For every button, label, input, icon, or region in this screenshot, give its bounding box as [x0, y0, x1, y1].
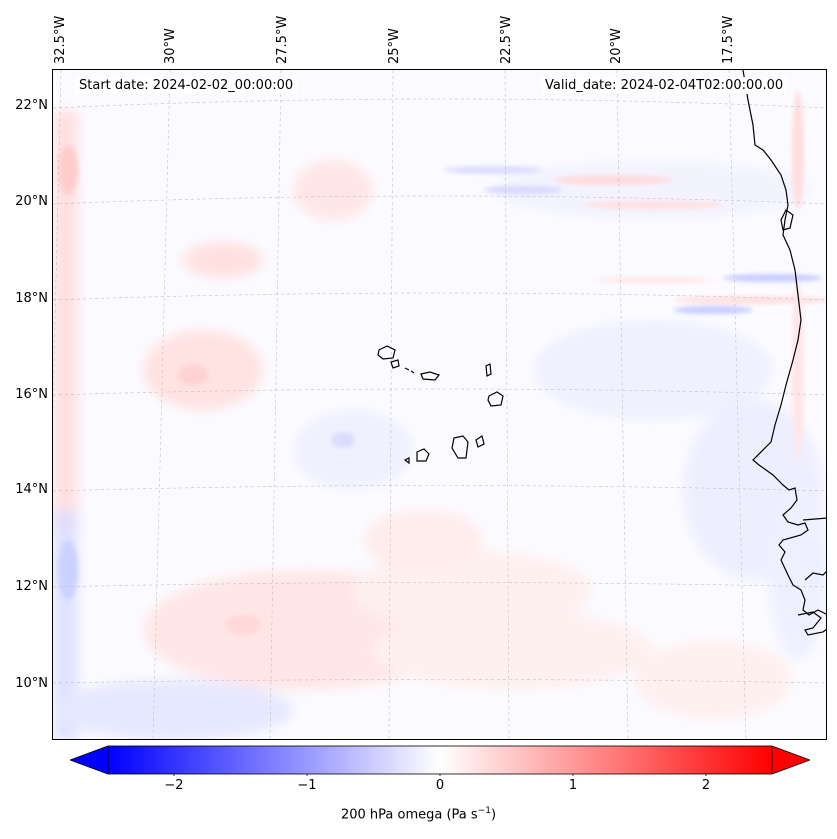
lat-label-22n: 22°N [15, 98, 48, 113]
lat-label-16n: 16°N [15, 387, 48, 402]
omega-field-map [53, 70, 826, 739]
lon-label-22-5w: 22.5°W [499, 15, 514, 64]
lat-label-12n: 12°N [15, 579, 48, 594]
start-date-label: Start date: 2024-02-02_00:00:00 [75, 77, 298, 94]
lon-label-30w: 30°W [163, 28, 178, 64]
colorbar-extend-high [771, 745, 810, 775]
lon-label-17-5w: 17.5°W [721, 15, 736, 64]
lon-label-27-5w: 27.5°W [275, 15, 290, 64]
colorbar-label: 200 hPa omega (Pa s−1) [340, 806, 497, 823]
colorbar-tick-1: 1 [568, 778, 578, 793]
valid-date-label: Valid_date: 2024-02-04T02:00:00.00 [541, 77, 788, 94]
lon-label-20w: 20°W [609, 28, 624, 64]
colorbar [70, 745, 810, 776]
omega-field-shading [53, 90, 826, 739]
lon-label-25w: 25°W [387, 28, 402, 64]
cape-verde-islands [377, 345, 504, 465]
colorbar-gradient [107, 745, 773, 775]
colorbar-tick-2: 2 [701, 778, 711, 793]
colorbar-tick-neg2: −2 [164, 778, 184, 793]
lat-label-18n: 18°N [15, 291, 48, 306]
colorbar-tick-0: 0 [435, 778, 445, 793]
lat-label-20n: 20°N [15, 194, 48, 209]
colorbar-tick-neg1: −1 [297, 778, 317, 793]
lat-label-14n: 14°N [15, 482, 48, 497]
map-panel[interactable] [52, 69, 827, 740]
colorbar-extend-low [70, 745, 109, 775]
graticule [53, 70, 826, 739]
lon-label-32-5w: 32.5°W [53, 15, 68, 64]
african-coastline [742, 70, 826, 636]
lat-label-10n: 10°N [15, 676, 48, 691]
